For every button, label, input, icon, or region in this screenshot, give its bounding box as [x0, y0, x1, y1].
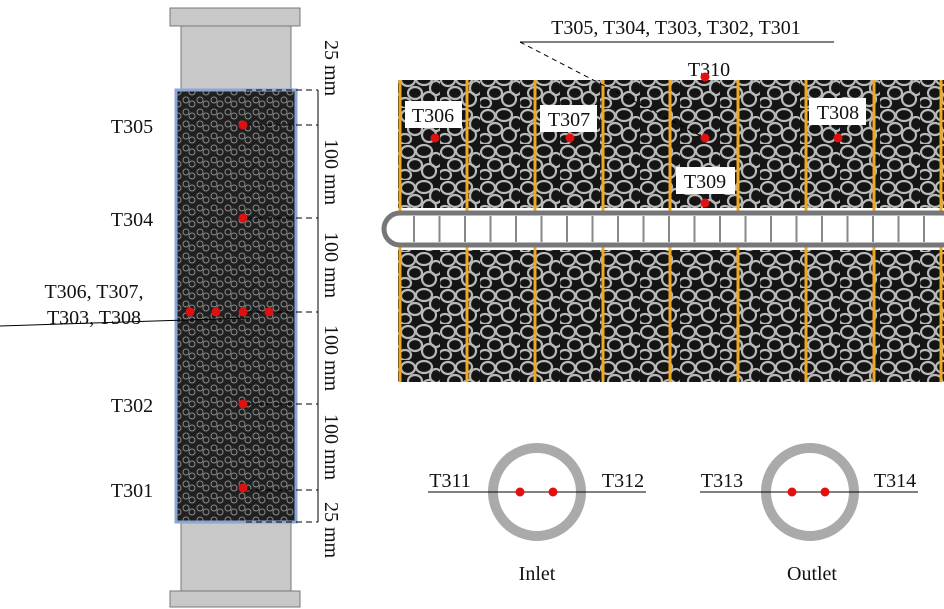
sensor-label: T301 — [111, 480, 153, 502]
sensor-label: T304 — [111, 209, 153, 231]
diagram: T305 T304 T306, T307, T303, T308 T302 T3… — [0, 0, 944, 609]
sensor-label: T309 — [684, 171, 726, 193]
sensor-label: T314 — [874, 470, 916, 492]
sensor-label: T306 — [412, 105, 454, 127]
sensor-label: T303, T308 — [47, 307, 141, 329]
dimension-label: 100 mm — [320, 325, 342, 392]
sensor-label: T302 — [111, 395, 153, 417]
cross-section: T305, T304, T303, T302, T301 T310 T306 T… — [384, 17, 944, 382]
sensor-label: T313 — [701, 470, 743, 492]
pipe-name: Outlet — [787, 563, 837, 585]
sensor-label: T308 — [817, 102, 859, 124]
dimension-label: 100 mm — [320, 139, 342, 206]
sensor-label: T306, T307, — [44, 281, 143, 303]
dimension-label: 100 mm — [320, 414, 342, 481]
dimension-label: 25 mm — [320, 502, 342, 559]
sensor-label: T307 — [548, 109, 590, 131]
sensor-label: T311 — [429, 470, 470, 492]
pipe-name: Inlet — [519, 563, 556, 585]
pipes: T311 T312 Inlet T313 T314 Outlet — [428, 448, 918, 585]
dimension-label: 25 mm — [320, 40, 342, 97]
column: T305 T304 T306, T307, T303, T308 T302 T3… — [0, 8, 342, 607]
callout: T305, T304, T303, T302, T301 — [551, 17, 801, 39]
dimension-label: 100 mm — [320, 232, 342, 299]
sensor-label: T312 — [602, 470, 644, 492]
sensor-label: T305 — [111, 116, 153, 138]
